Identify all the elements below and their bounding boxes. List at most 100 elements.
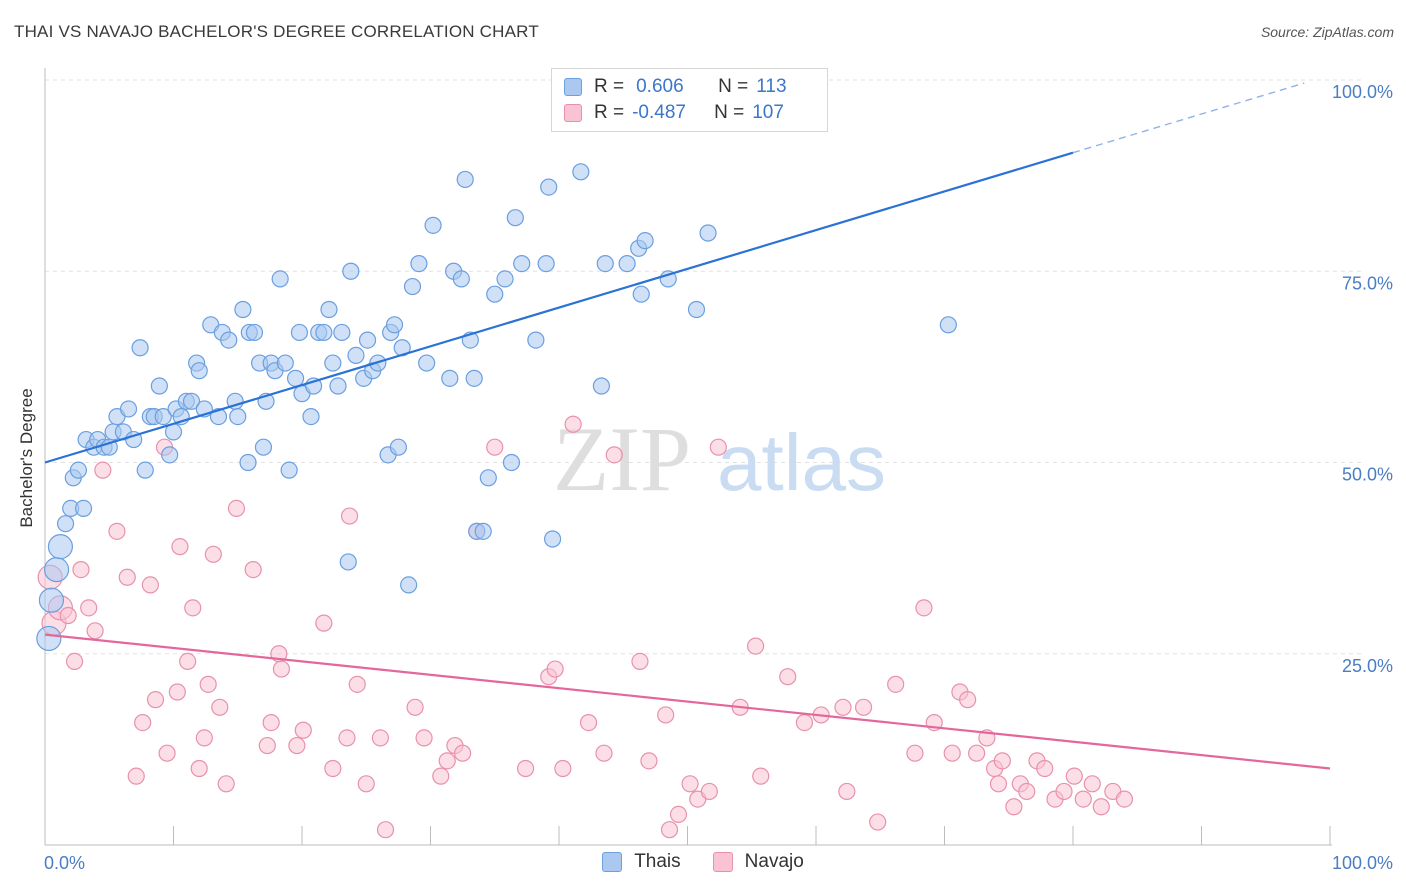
x-tick-label: 100.0% [1332, 853, 1393, 873]
data-point-navajo [1055, 782, 1073, 801]
data-point-navajo [315, 614, 333, 632]
data-point-navajo [127, 767, 145, 785]
data-point-navajo [371, 729, 389, 747]
data-point-thais [182, 392, 201, 410]
data-point-thais [276, 354, 294, 372]
data-point-navajo [1092, 798, 1110, 816]
data-point-navajo [94, 461, 112, 479]
data-point-thais [618, 255, 636, 273]
watermark-atlas: atlas [717, 418, 886, 507]
data-point-thais [74, 499, 93, 517]
data-point-thais [592, 377, 611, 395]
series-label-navajo: Navajo [744, 851, 804, 872]
data-point-navajo [869, 813, 887, 831]
data-point-navajo [1065, 767, 1083, 785]
data-point-thais [234, 300, 252, 319]
data-point-navajo [168, 683, 186, 701]
data-point-navajo [1036, 759, 1054, 778]
data-point-thais [47, 534, 74, 560]
data-point-navajo [554, 759, 572, 778]
legend-r-label: R = [594, 102, 625, 123]
data-point-thais [527, 331, 545, 349]
data-point-navajo [262, 713, 280, 732]
data-point-thais [119, 400, 138, 418]
trend-line-thais [44, 151, 1074, 464]
data-point-thais [43, 556, 70, 583]
tick-labels: 100.0% 75.0% 50.0% 25.0% 0.0% 100.0% [44, 82, 1393, 873]
series-legend-navajo[interactable]: Navajo [712, 851, 804, 873]
data-point-navajo [605, 446, 623, 464]
data-point-navajo [338, 729, 356, 747]
data-point-navajo [779, 668, 797, 686]
data-point-thais [136, 461, 154, 479]
watermark: ZIP atlas [553, 408, 886, 510]
data-point-navajo [1018, 782, 1036, 801]
data-point-thais [572, 163, 590, 181]
data-point-thais [333, 323, 351, 342]
data-point-thais [424, 216, 442, 234]
legend-r-label: R = [594, 76, 625, 97]
data-point-thais [38, 587, 65, 613]
data-point-navajo [59, 606, 77, 625]
data-point-navajo [747, 637, 765, 655]
data-point-navajo [171, 538, 189, 556]
legend-r-value-navajo: -0.487 [632, 102, 686, 123]
data-point-navajo [184, 599, 202, 617]
data-point-thais [358, 331, 377, 349]
series-swatch-navajo [712, 852, 733, 872]
legend-swatch-thais [564, 78, 582, 96]
data-point-navajo [968, 744, 986, 762]
data-point-thais [687, 300, 706, 319]
series-swatch-thais [602, 852, 623, 872]
y-tick-label: 100.0% [1332, 82, 1393, 102]
chart-source: Source: ZipAtlas.com [1260, 24, 1394, 40]
data-point-navajo [376, 821, 395, 839]
data-point-thais [496, 270, 514, 288]
data-point-navajo [959, 691, 977, 709]
data-point-navajo [141, 576, 159, 594]
data-point-thais [320, 300, 338, 319]
legend-row-thais: R = 0.606 N = 113 [564, 75, 787, 99]
data-point-thais [271, 270, 289, 288]
data-point-navajo [1115, 790, 1134, 808]
data-point-thais [456, 170, 474, 189]
legend-n-value-navajo: 107 [752, 102, 784, 123]
data-point-navajo [211, 698, 229, 716]
data-point-thais [418, 354, 436, 372]
data-point-navajo [65, 652, 84, 671]
data-point-thais [389, 438, 407, 456]
data-point-navajo [217, 775, 235, 793]
data-point-thais [245, 323, 264, 342]
data-point-navajo [454, 744, 472, 762]
data-point-thais [410, 255, 428, 273]
data-point-navajo [272, 660, 291, 678]
data-point-thais [315, 323, 333, 342]
data-point-thais [537, 255, 555, 273]
data-point-navajo [795, 713, 814, 732]
data-point-thais [465, 369, 483, 387]
y-axis-label: Bachelor's Degree [17, 388, 36, 527]
data-point-thais [56, 515, 75, 533]
legend-n-value-thais: 113 [756, 76, 787, 97]
data-point-navajo [640, 752, 658, 770]
y-tick-label: 50.0% [1342, 465, 1393, 485]
data-point-navajo [657, 706, 675, 724]
data-point-thais [474, 522, 492, 540]
data-point-thais [280, 461, 298, 479]
data-point-thais [209, 408, 228, 426]
data-point-thais [131, 339, 149, 357]
data-point-navajo [340, 507, 359, 525]
legend-swatch-navajo [564, 104, 582, 122]
data-point-navajo [432, 767, 450, 785]
data-point-navajo [1083, 775, 1101, 793]
data-point-thais [239, 453, 257, 472]
data-point-navajo [204, 545, 222, 563]
data-point-navajo [195, 729, 213, 747]
chart-title: THAI VS NAVAJO BACHELOR'S DEGREE CORRELA… [14, 22, 539, 41]
series-legend-thais[interactable]: Thais [602, 851, 681, 873]
data-point-thais [254, 438, 273, 456]
data-point-navajo [324, 759, 342, 778]
data-point-thais [190, 362, 208, 380]
data-point-navajo [915, 599, 933, 617]
data-point-thais [36, 625, 62, 652]
